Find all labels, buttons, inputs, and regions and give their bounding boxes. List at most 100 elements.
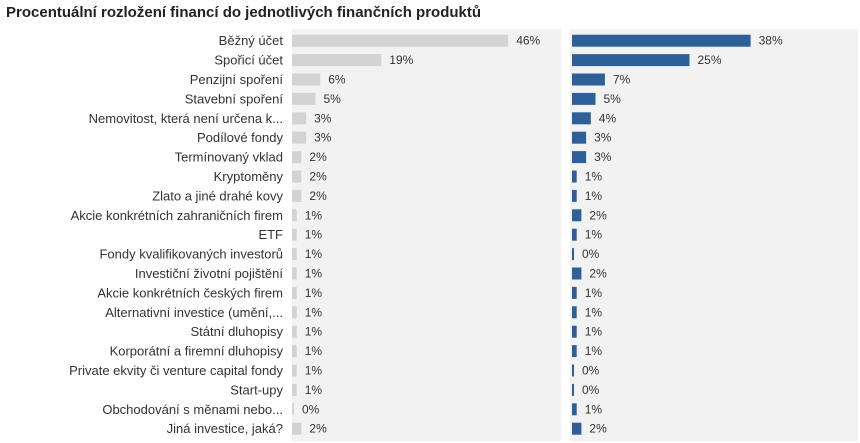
category-label: Penzijní spoření [190,72,284,87]
category-label: Fondy kvalifikovaných investorů [99,247,283,262]
series-2-value-label: 7% [613,73,631,87]
series-2-bar [572,306,577,319]
series-1-value-label: 1% [305,267,323,281]
series-2-bar [572,189,577,202]
category-label: Státní dluhopisy [190,324,283,339]
series-2-bar [572,209,582,222]
series-2-bar [572,54,690,67]
series-2-value-label: 1% [585,170,603,184]
series-2-bar [572,112,591,125]
series-1-value-label: 1% [305,383,323,397]
series-1-bar [292,112,307,125]
series-1-value-label: 46% [516,34,540,48]
category-label: Alternativní investice (umění,... [105,305,283,320]
category-label: Stavební spoření [185,91,284,106]
series-2-bar [572,383,574,396]
category-label: Kryptoměny [214,169,284,184]
series-1-value-label: 2% [309,150,327,164]
series-2-value-label: 1% [585,402,603,416]
series-2-bar [572,34,751,47]
series-2-bar [572,403,577,416]
series-1-bar [292,189,302,202]
series-1-bar [292,267,297,280]
series-1-value-label: 1% [305,228,323,242]
series-2-value-label: 0% [582,383,600,397]
series-1-value-label: 1% [305,208,323,222]
series-1-value-label: 1% [305,247,323,261]
series-2-bar [572,325,577,338]
category-labels: Běžný účet Spořicí účet Penzijní spoření St… [69,33,283,436]
category-label: Nemovitost, která není určena k... [89,111,283,126]
series-2-value-label: 1% [585,228,603,242]
series-2-value-label: 3% [594,131,612,145]
series-1-bar [292,34,509,47]
series-1-bars: 46% 19% 6% 5% 3% 3% 2% 2% 2% 1% 1% 1% 1% 1% 1% 1% 1% 1% 1%… [292,34,541,436]
series-2-value-label: 2% [589,267,607,281]
series-2-value-label: 1% [585,286,603,300]
series-1-value-label: 0% [302,402,320,416]
series-1-value-label: 1% [305,305,323,319]
series-2-bar [572,92,596,105]
series-2-bar [572,73,605,86]
series-2-value-label: 38% [759,34,783,48]
series-1-bar [292,228,297,241]
series-2-value-label: 1% [585,305,603,319]
series-1-bar [292,54,382,67]
category-label: Korporátní a firemní dluhopisy [110,344,284,359]
series-1-bar [292,306,297,319]
series-1-value-label: 6% [328,73,346,87]
series-1-value-label: 5% [324,92,342,106]
series-2-bar [572,364,574,377]
category-label: ETF [258,227,283,242]
category-label: Jiná investice, jaká? [167,421,283,436]
category-label: Private ekvity či venture capital fondy [69,363,283,378]
category-label: Běžný účet [219,33,284,48]
category-label: Obchodování s měnami nebo... [102,402,283,417]
series-2-value-label: 1% [585,325,603,339]
series-2-bar [572,345,577,358]
series-2-value-label: 4% [599,111,617,125]
category-label: Start-upy [230,382,283,397]
series-1-value-label: 1% [305,286,323,300]
category-label: Termínovaný vklad [175,150,283,165]
series-2-bar [572,228,577,241]
series-1-bar [292,364,297,377]
series-1-value-label: 2% [309,422,327,436]
series-2-bar [572,151,587,164]
series-2-value-label: 1% [585,344,603,358]
series-2-value-label: 1% [585,189,603,203]
series-1-bar [292,151,302,164]
series-1-bar [292,248,297,261]
panel-right-background [570,29,858,441]
chart-title: Procentuální rozložení financí do jednot… [6,4,482,21]
series-2-bar [572,170,577,183]
series-2-value-label: 0% [582,364,600,378]
category-label: Zlato a jiné drahé kovy [152,188,283,203]
series-1-bar [292,209,297,222]
series-2-bar [572,422,582,435]
category-label: Podílové fondy [197,130,284,145]
series-1-value-label: 1% [305,344,323,358]
series-2-value-label: 25% [698,53,722,67]
series-2-bars: 38% 25% 7% 5% 4% 3% 3% 1% 1% 2% 1% 0% 2% 1% 1% 1% 1% 0% 0%… [572,34,783,436]
series-1-bar [292,325,297,338]
series-1-bar [292,170,302,183]
series-2-bar [572,248,574,261]
series-1-bar [292,73,321,86]
series-2-bar [572,286,577,299]
series-1-bar [292,131,307,144]
category-label: Akcie konkrétních českých firem [97,285,283,300]
series-1-value-label: 1% [305,364,323,378]
series-1-bar [292,286,297,299]
series-2-value-label: 0% [582,247,600,261]
series-2-value-label: 3% [594,150,612,164]
category-label: Spořicí účet [214,53,283,68]
series-2-bar [572,131,587,144]
series-1-value-label: 3% [314,111,332,125]
series-1-bar [292,345,297,358]
series-1-bar [292,383,297,396]
panel-left-background [292,29,561,441]
series-1-value-label: 19% [389,53,413,67]
series-1-bar [292,422,302,435]
